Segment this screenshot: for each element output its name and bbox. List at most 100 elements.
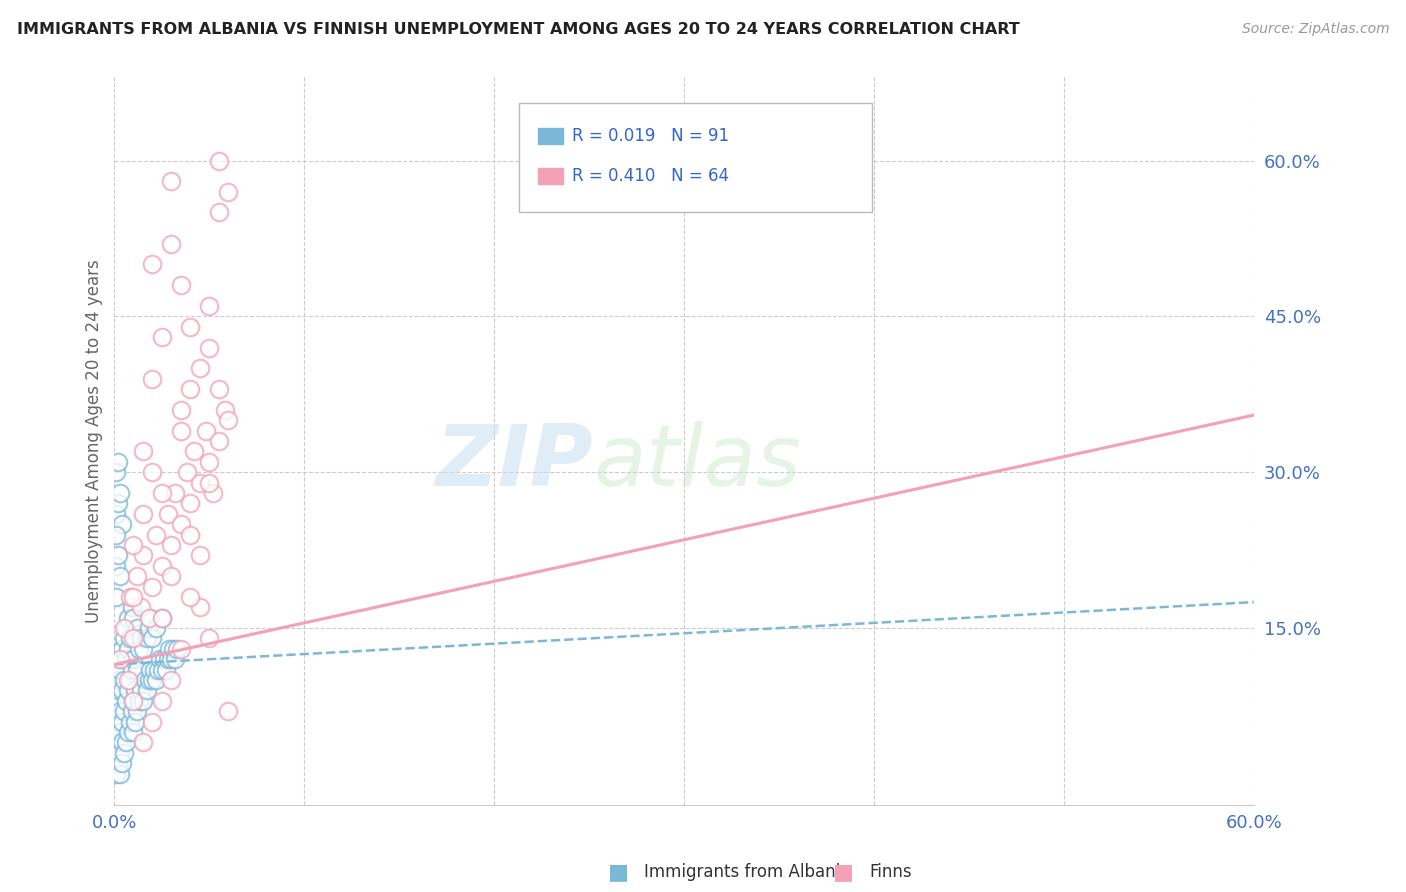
Point	[112, 632, 135, 646]
Point	[132, 444, 155, 458]
Point	[150, 694, 173, 708]
Point	[105, 527, 128, 541]
Point	[108, 486, 131, 500]
Point	[114, 621, 136, 635]
Point	[111, 683, 134, 698]
Point	[121, 600, 143, 615]
Point	[194, 424, 217, 438]
Text: Immigrants from Albania: Immigrants from Albania	[644, 863, 851, 881]
Point	[198, 341, 221, 355]
Point	[105, 465, 128, 479]
Point	[105, 558, 128, 573]
Point	[105, 507, 128, 521]
Point	[132, 549, 155, 563]
Point	[124, 632, 146, 646]
Point	[150, 486, 173, 500]
Point	[117, 725, 139, 739]
Point	[179, 382, 201, 396]
Point	[129, 683, 152, 698]
Text: R = 0.019   N = 91: R = 0.019 N = 91	[572, 127, 730, 145]
Point	[170, 403, 193, 417]
Point	[117, 673, 139, 687]
Point	[150, 558, 173, 573]
Point	[107, 673, 129, 687]
Point	[108, 652, 131, 666]
Point	[118, 714, 141, 729]
Point	[124, 714, 146, 729]
Point	[129, 600, 152, 615]
Point	[122, 590, 145, 604]
Point	[208, 434, 231, 448]
Point	[198, 455, 221, 469]
Point	[105, 694, 128, 708]
Point	[188, 361, 211, 376]
Point	[108, 704, 131, 718]
Point	[139, 663, 162, 677]
Point	[141, 580, 163, 594]
Point	[114, 652, 136, 666]
Point	[217, 704, 239, 718]
Point	[107, 455, 129, 469]
Point	[198, 299, 221, 313]
Point	[132, 641, 155, 656]
Point	[150, 610, 173, 624]
Point	[112, 746, 135, 760]
Point	[118, 590, 141, 604]
Point	[160, 673, 183, 687]
Point	[188, 600, 211, 615]
Point	[183, 444, 205, 458]
Point	[114, 694, 136, 708]
Point	[141, 372, 163, 386]
Point	[111, 756, 134, 771]
Point	[129, 632, 152, 646]
FancyBboxPatch shape	[538, 128, 564, 144]
Point	[108, 766, 131, 780]
Text: Source: ZipAtlas.com: Source: ZipAtlas.com	[1241, 22, 1389, 37]
Point	[121, 663, 143, 677]
Point	[122, 538, 145, 552]
Point	[150, 330, 173, 344]
Point	[117, 641, 139, 656]
Point	[122, 694, 145, 708]
Point	[108, 663, 131, 677]
Point	[145, 621, 167, 635]
Point	[107, 756, 129, 771]
FancyBboxPatch shape	[538, 168, 564, 184]
Point	[150, 610, 173, 624]
Point	[117, 610, 139, 624]
Point	[217, 413, 239, 427]
Text: ■: ■	[609, 863, 628, 882]
Point	[159, 641, 181, 656]
Point	[198, 475, 221, 490]
Point	[111, 517, 134, 532]
Point	[138, 673, 160, 687]
Point	[112, 704, 135, 718]
Point	[170, 278, 193, 293]
Point	[132, 507, 155, 521]
Point	[176, 465, 198, 479]
Point	[127, 704, 149, 718]
Point	[107, 549, 129, 563]
Point	[127, 569, 149, 583]
Point	[145, 673, 167, 687]
Point	[170, 641, 193, 656]
Point	[122, 632, 145, 646]
Point	[156, 652, 179, 666]
Point	[108, 746, 131, 760]
Point	[160, 174, 183, 188]
Point	[145, 527, 167, 541]
Point	[112, 673, 135, 687]
Text: ZIP: ZIP	[436, 421, 593, 504]
Point	[122, 725, 145, 739]
Point	[135, 632, 157, 646]
Point	[170, 424, 193, 438]
Point	[160, 652, 183, 666]
Point	[143, 663, 166, 677]
Point	[170, 517, 193, 532]
Point	[138, 621, 160, 635]
Point	[132, 694, 155, 708]
Point	[122, 694, 145, 708]
Point	[188, 549, 211, 563]
Point	[121, 704, 143, 718]
Text: atlas: atlas	[593, 421, 801, 504]
